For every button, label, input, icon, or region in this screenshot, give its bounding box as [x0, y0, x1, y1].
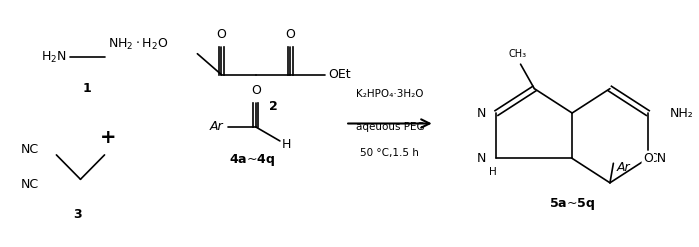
Text: $\mathregular{NH_2 \cdot H_2O}$: $\mathregular{NH_2 \cdot H_2O}$: [108, 37, 168, 52]
Text: O: O: [643, 152, 653, 165]
Text: 2: 2: [268, 100, 278, 113]
Text: 1: 1: [83, 82, 92, 95]
Text: OEt: OEt: [328, 68, 351, 81]
Text: +: +: [100, 128, 116, 147]
Text: N: N: [477, 152, 487, 165]
Text: 3: 3: [73, 208, 81, 221]
Text: aqeuous PEG: aqeuous PEG: [356, 122, 424, 132]
Text: NC: NC: [21, 178, 39, 191]
Text: O: O: [217, 28, 226, 41]
Text: Ar: Ar: [209, 121, 223, 133]
Text: H: H: [489, 167, 497, 177]
Text: $\mathbf{4a}$~$\mathbf{4q}$: $\mathbf{4a}$~$\mathbf{4q}$: [229, 152, 275, 168]
Text: O: O: [251, 84, 261, 97]
Text: $\mathregular{H_2N}$: $\mathregular{H_2N}$: [41, 50, 66, 65]
Text: CH₃: CH₃: [508, 49, 526, 59]
Text: $\mathbf{5a}$~$\mathbf{5q}$: $\mathbf{5a}$~$\mathbf{5q}$: [549, 196, 596, 212]
Text: NH₂: NH₂: [670, 106, 693, 120]
Text: NC: NC: [21, 143, 39, 156]
Text: H: H: [282, 138, 291, 151]
Text: N: N: [477, 106, 487, 120]
Text: K₂HPO₄·3H₂O: K₂HPO₄·3H₂O: [356, 89, 424, 99]
Text: O: O: [285, 28, 295, 41]
Text: CN: CN: [648, 152, 666, 165]
Text: Ar: Ar: [617, 162, 630, 174]
Text: 50 °C,1.5 h: 50 °C,1.5 h: [361, 148, 419, 158]
